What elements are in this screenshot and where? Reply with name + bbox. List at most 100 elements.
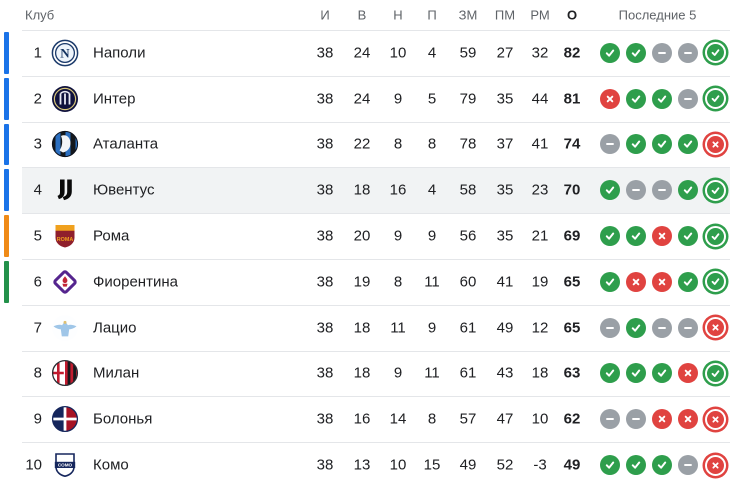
stat-goals-for: 60 bbox=[459, 273, 477, 291]
points-value: 49 bbox=[563, 456, 581, 474]
form-win-icon bbox=[704, 362, 726, 384]
form-loss-icon bbox=[704, 408, 726, 430]
stat-games: 38 bbox=[316, 273, 334, 291]
stat-goals-against: 52 bbox=[496, 456, 514, 474]
stat-wins: 19 bbox=[353, 273, 371, 291]
table-row[interactable]: 7 Лацио 65 38 18 11 9 61 49 12 bbox=[0, 304, 730, 351]
stat-wins: 13 bbox=[353, 456, 371, 474]
form-win-icon bbox=[652, 134, 673, 155]
stat-losses: 8 bbox=[427, 135, 437, 153]
qualification-bar-ucl bbox=[4, 77, 9, 120]
stat-draws: 9 bbox=[393, 364, 403, 382]
table-row[interactable]: 5 ROMA Рома 69 38 20 9 9 56 35 21 bbox=[0, 213, 730, 259]
stat-losses: 15 bbox=[423, 456, 441, 474]
stat-goal-diff: 19 bbox=[531, 273, 549, 291]
stat-wins: 18 bbox=[353, 364, 371, 382]
table-row[interactable]: 3 Аталанта 74 38 22 8 8 78 37 41 bbox=[0, 121, 730, 168]
stat-wins: 16 bbox=[353, 410, 371, 428]
form-draw-icon bbox=[600, 409, 620, 430]
table-row[interactable]: 9 Болонья 62 38 16 14 8 57 47 10 bbox=[0, 396, 730, 442]
last5-form bbox=[600, 131, 728, 157]
last5-form bbox=[600, 223, 728, 249]
rank-number: 5 bbox=[33, 227, 42, 245]
form-loss-icon bbox=[678, 363, 699, 384]
form-draw-icon bbox=[652, 180, 673, 201]
form-loss-icon bbox=[704, 317, 726, 339]
form-win-icon bbox=[652, 455, 673, 476]
club-name: Лацио bbox=[93, 319, 137, 337]
form-win-icon bbox=[626, 226, 647, 247]
form-win-icon bbox=[678, 180, 699, 201]
club-name: Болонья bbox=[93, 410, 153, 428]
stat-games: 38 bbox=[316, 227, 334, 245]
table-row[interactable]: 10 COMO Комо 49 38 13 10 15 49 52 -3 bbox=[0, 442, 730, 488]
form-loss-icon bbox=[652, 226, 673, 247]
form-win-icon bbox=[678, 134, 699, 155]
club-name: Ювентус bbox=[93, 181, 155, 199]
form-draw-icon bbox=[626, 180, 647, 201]
form-loss-icon bbox=[678, 409, 699, 430]
stat-draws: 16 bbox=[389, 181, 407, 199]
form-draw-icon bbox=[678, 88, 699, 109]
club-name: Милан bbox=[93, 364, 140, 382]
form-win-icon bbox=[626, 363, 647, 384]
stat-goal-diff: 21 bbox=[531, 227, 549, 245]
column-header-last5: Последние 5 bbox=[618, 7, 697, 23]
form-draw-icon bbox=[652, 42, 673, 63]
como-crest-icon: COMO bbox=[51, 451, 79, 479]
svg-text:COMO: COMO bbox=[58, 463, 73, 468]
lazio-crest-icon bbox=[51, 314, 79, 342]
form-win-icon bbox=[704, 179, 726, 201]
stat-goal-diff: 32 bbox=[531, 44, 549, 62]
stat-goal-diff: 10 bbox=[531, 410, 549, 428]
points-value: 82 bbox=[563, 44, 581, 62]
form-win-icon bbox=[626, 88, 647, 109]
stat-goal-diff: 44 bbox=[531, 90, 549, 108]
stat-goals-against: 49 bbox=[496, 319, 514, 337]
stat-goals-against: 37 bbox=[496, 135, 514, 153]
atalanta-crest-icon bbox=[51, 130, 79, 158]
column-header-goal-diff: РМ bbox=[530, 7, 550, 23]
column-header-draws: Н bbox=[393, 7, 403, 23]
table-row[interactable]: 4 Ювентус 70 38 18 16 4 58 35 23 bbox=[0, 167, 730, 214]
form-win-icon bbox=[652, 363, 673, 384]
stat-losses: 11 bbox=[424, 364, 440, 382]
stat-games: 38 bbox=[316, 135, 334, 153]
form-draw-icon bbox=[678, 317, 699, 338]
column-header-points: О bbox=[566, 7, 578, 23]
stat-goals-for: 57 bbox=[459, 410, 477, 428]
bologna-crest-icon bbox=[51, 405, 79, 433]
qualification-bar-ucl bbox=[4, 123, 9, 166]
stat-goals-against: 47 bbox=[496, 410, 514, 428]
table-row[interactable]: 2 Интер 81 38 24 9 5 79 35 44 bbox=[0, 75, 730, 122]
stat-draws: 8 bbox=[393, 135, 403, 153]
form-win-icon bbox=[600, 455, 620, 476]
stat-losses: 9 bbox=[427, 227, 437, 245]
rank-number: 7 bbox=[33, 319, 42, 337]
stat-goals-for: 79 bbox=[459, 90, 477, 108]
stat-goals-for: 56 bbox=[459, 227, 477, 245]
table-row[interactable]: 8 Милан 63 38 18 9 11 61 43 18 bbox=[0, 350, 730, 397]
points-value: 65 bbox=[563, 273, 581, 291]
stat-games: 38 bbox=[316, 90, 334, 108]
club-name: Фиорентина bbox=[93, 273, 178, 291]
last5-form bbox=[600, 360, 728, 386]
stat-wins: 22 bbox=[353, 135, 371, 153]
points-value: 65 bbox=[563, 319, 581, 337]
stat-draws: 14 bbox=[389, 410, 407, 428]
stat-losses: 11 bbox=[424, 273, 440, 291]
form-win-icon bbox=[626, 42, 647, 63]
form-win-icon bbox=[704, 88, 726, 110]
column-header-goals-against: ПМ bbox=[494, 7, 516, 23]
club-name: Аталанта bbox=[93, 135, 159, 153]
stat-goals-against: 27 bbox=[496, 44, 514, 62]
svg-text:ROMA: ROMA bbox=[57, 237, 74, 243]
club-name: Комо bbox=[93, 456, 129, 474]
rank-number: 1 bbox=[33, 44, 42, 62]
table-row[interactable]: 1 N Наполи 82 38 24 10 4 59 27 32 bbox=[0, 30, 730, 76]
rank-number: 9 bbox=[33, 410, 42, 428]
table-row[interactable]: 6 Фиорентина 65 38 19 8 11 60 41 19 bbox=[0, 258, 730, 305]
stat-goals-against: 43 bbox=[496, 364, 514, 382]
stat-goal-diff: 18 bbox=[531, 364, 549, 382]
